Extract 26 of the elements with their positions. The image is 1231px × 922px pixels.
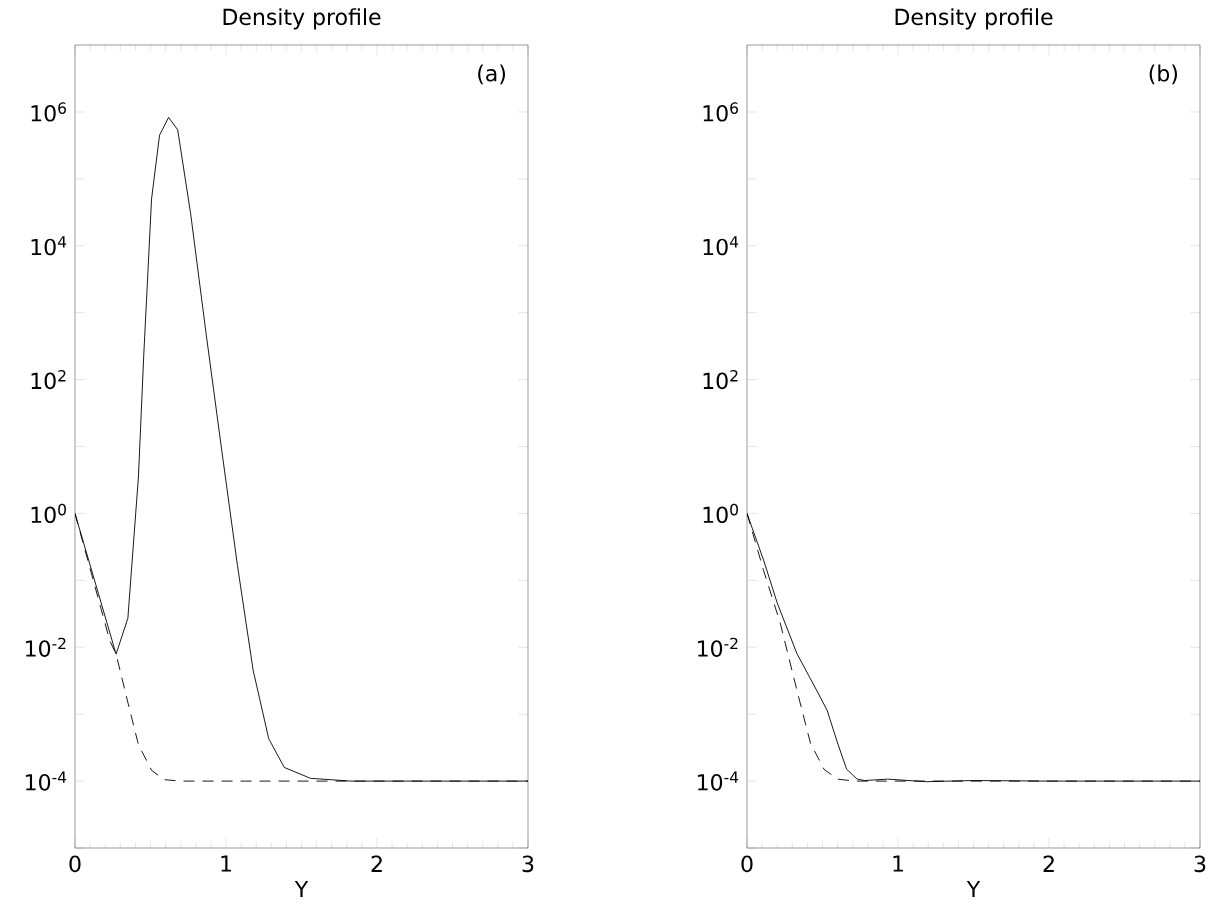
x-axis-title: Y [966, 881, 981, 898]
chart-title: Density profile [223, 8, 381, 30]
x-tick-label: 3 [1194, 855, 1206, 873]
chart-title: Density profile [895, 8, 1053, 30]
annotation: (a) [478, 64, 505, 85]
x-tick-label: 2 [1043, 855, 1054, 872]
annotation: (b) [1149, 64, 1177, 85]
y-tick-label: 10$^{-4}$ [26, 771, 67, 791]
x-tick-label: 1 [893, 855, 903, 872]
y-tick-label: 10$^{0}$ [31, 503, 66, 524]
y-tick-label: 10$^{6}$ [703, 102, 739, 122]
y-tick-label: 10$^{4}$ [31, 236, 67, 256]
x-tick-label: 3 [522, 855, 534, 873]
y-tick-label: 10$^{0}$ [703, 503, 738, 524]
y-tick-label: 10$^{4}$ [703, 236, 739, 256]
y-tick-label: 10$^{-2}$ [26, 637, 66, 657]
y-tick-label: 10$^{-4}$ [698, 771, 739, 791]
x-tick-label: 2 [371, 855, 382, 872]
x-tick-label: 0 [69, 855, 81, 873]
y-tick-label: 10$^{2}$ [703, 369, 738, 390]
x-tick-label: 0 [741, 855, 753, 873]
y-tick-label: 10$^{2}$ [31, 369, 66, 390]
y-tick-label: 10$^{-2}$ [698, 637, 738, 657]
y-tick-label: 10$^{6}$ [31, 102, 66, 122]
x-tick-label: 1 [221, 855, 231, 872]
x-axis-title: Y [294, 881, 309, 898]
